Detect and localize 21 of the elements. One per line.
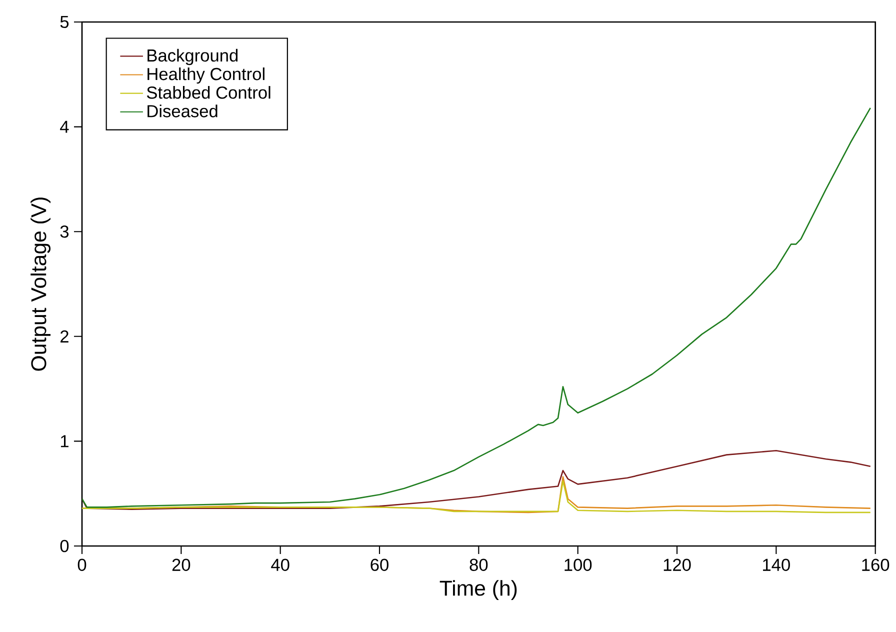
x-tick-label: 0 [78,558,86,571]
y-tick-label: 2 [60,330,68,342]
x-tick-label: 120 [664,558,691,571]
legend-label: Diseased [148,104,218,118]
x-tick-label: 40 [271,558,290,571]
y-tick-label: 4 [60,120,69,133]
x-tick-label: 160 [862,558,890,571]
x-tick-label: 60 [370,558,388,571]
y-tick-label: 3 [60,225,69,238]
legend-label: Healthy Control [148,67,264,84]
x-axis-title: Time (h) [440,580,517,600]
x-tick-label: 100 [564,558,592,571]
y-tick-label: 0 [60,540,69,552]
x-tick-label: 140 [763,558,790,571]
legend-label: Stabbed Control [146,86,270,99]
x-tick-label: 20 [172,558,190,571]
y-tick-label: 1 [60,435,68,448]
legend-label: Background [148,48,238,66]
x-tick-label: 80 [470,558,488,571]
y-tick-label: 5 [60,16,69,28]
y-axis-title: Output Voltage (V) [30,198,50,371]
